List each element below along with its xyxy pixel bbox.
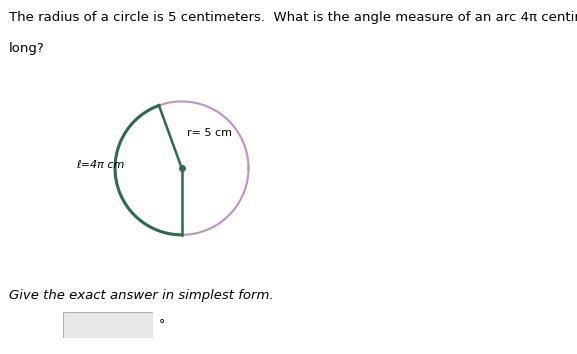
Text: ℓ=4π cm: ℓ=4π cm bbox=[76, 160, 125, 170]
Text: °: ° bbox=[159, 319, 165, 331]
FancyBboxPatch shape bbox=[63, 312, 153, 338]
Text: Give the exact answer in simplest form.: Give the exact answer in simplest form. bbox=[9, 289, 273, 302]
Text: The radius of a circle is 5 centimeters.  What is the angle measure of an arc 4π: The radius of a circle is 5 centimeters.… bbox=[9, 11, 577, 24]
Text: long?: long? bbox=[9, 42, 44, 56]
Text: r= 5 cm: r= 5 cm bbox=[187, 129, 232, 138]
